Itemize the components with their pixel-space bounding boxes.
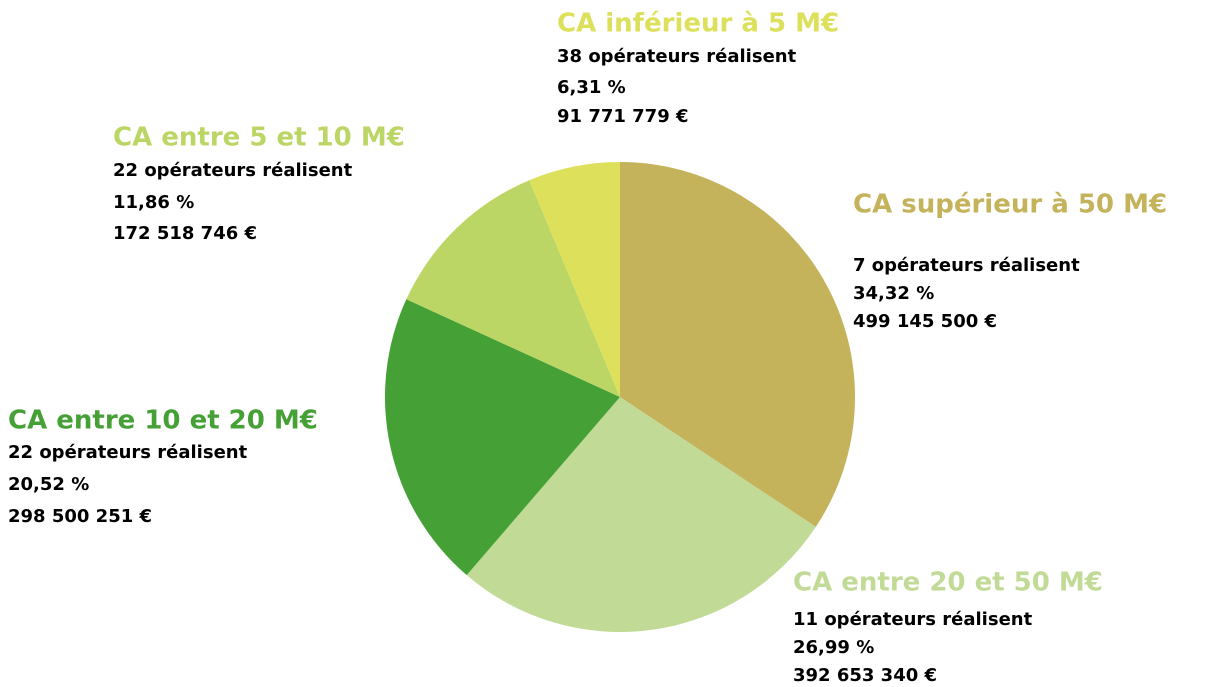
pie-slice xyxy=(529,162,620,397)
slice-title: CA entre 20 et 50 M€ xyxy=(793,568,1103,598)
operator-label: 7 opérateurs réalisent xyxy=(853,255,1080,276)
pie-slice xyxy=(385,299,620,576)
operator-label: 38 opérateurs réalisent xyxy=(557,46,797,67)
slice-title: CA entre 5 et 10 M€ xyxy=(113,123,405,153)
amount-label: 91 771 779 € xyxy=(557,106,689,127)
pie-slice xyxy=(466,397,816,632)
slice-title: CA entre 10 et 20 M€ xyxy=(8,406,318,436)
pie-slice xyxy=(406,180,620,397)
operator-label: 22 opérateurs réalisent xyxy=(113,160,353,181)
slice-title: CA supérieur à 50 M€ xyxy=(853,190,1167,220)
value-label: 6,31 % xyxy=(557,77,626,98)
operator-label: 11 opérateurs réalisent xyxy=(793,609,1033,630)
pie-slice xyxy=(620,162,856,527)
amount-label: 298 500 251 € xyxy=(8,506,152,527)
amount-label: 499 145 500 € xyxy=(853,311,997,332)
amount-label: 392 653 340 € xyxy=(793,665,937,686)
value-label: 34,32 % xyxy=(853,283,934,304)
value-label: 11,86 % xyxy=(113,192,194,213)
value-label: 26,99 % xyxy=(793,637,874,658)
operator-label: 22 opérateurs réalisent xyxy=(8,442,248,463)
value-label: 20,52 % xyxy=(8,474,89,495)
amount-label: 172 518 746 € xyxy=(113,223,257,244)
slice-title: CA inférieur à 5 M€ xyxy=(557,9,839,39)
